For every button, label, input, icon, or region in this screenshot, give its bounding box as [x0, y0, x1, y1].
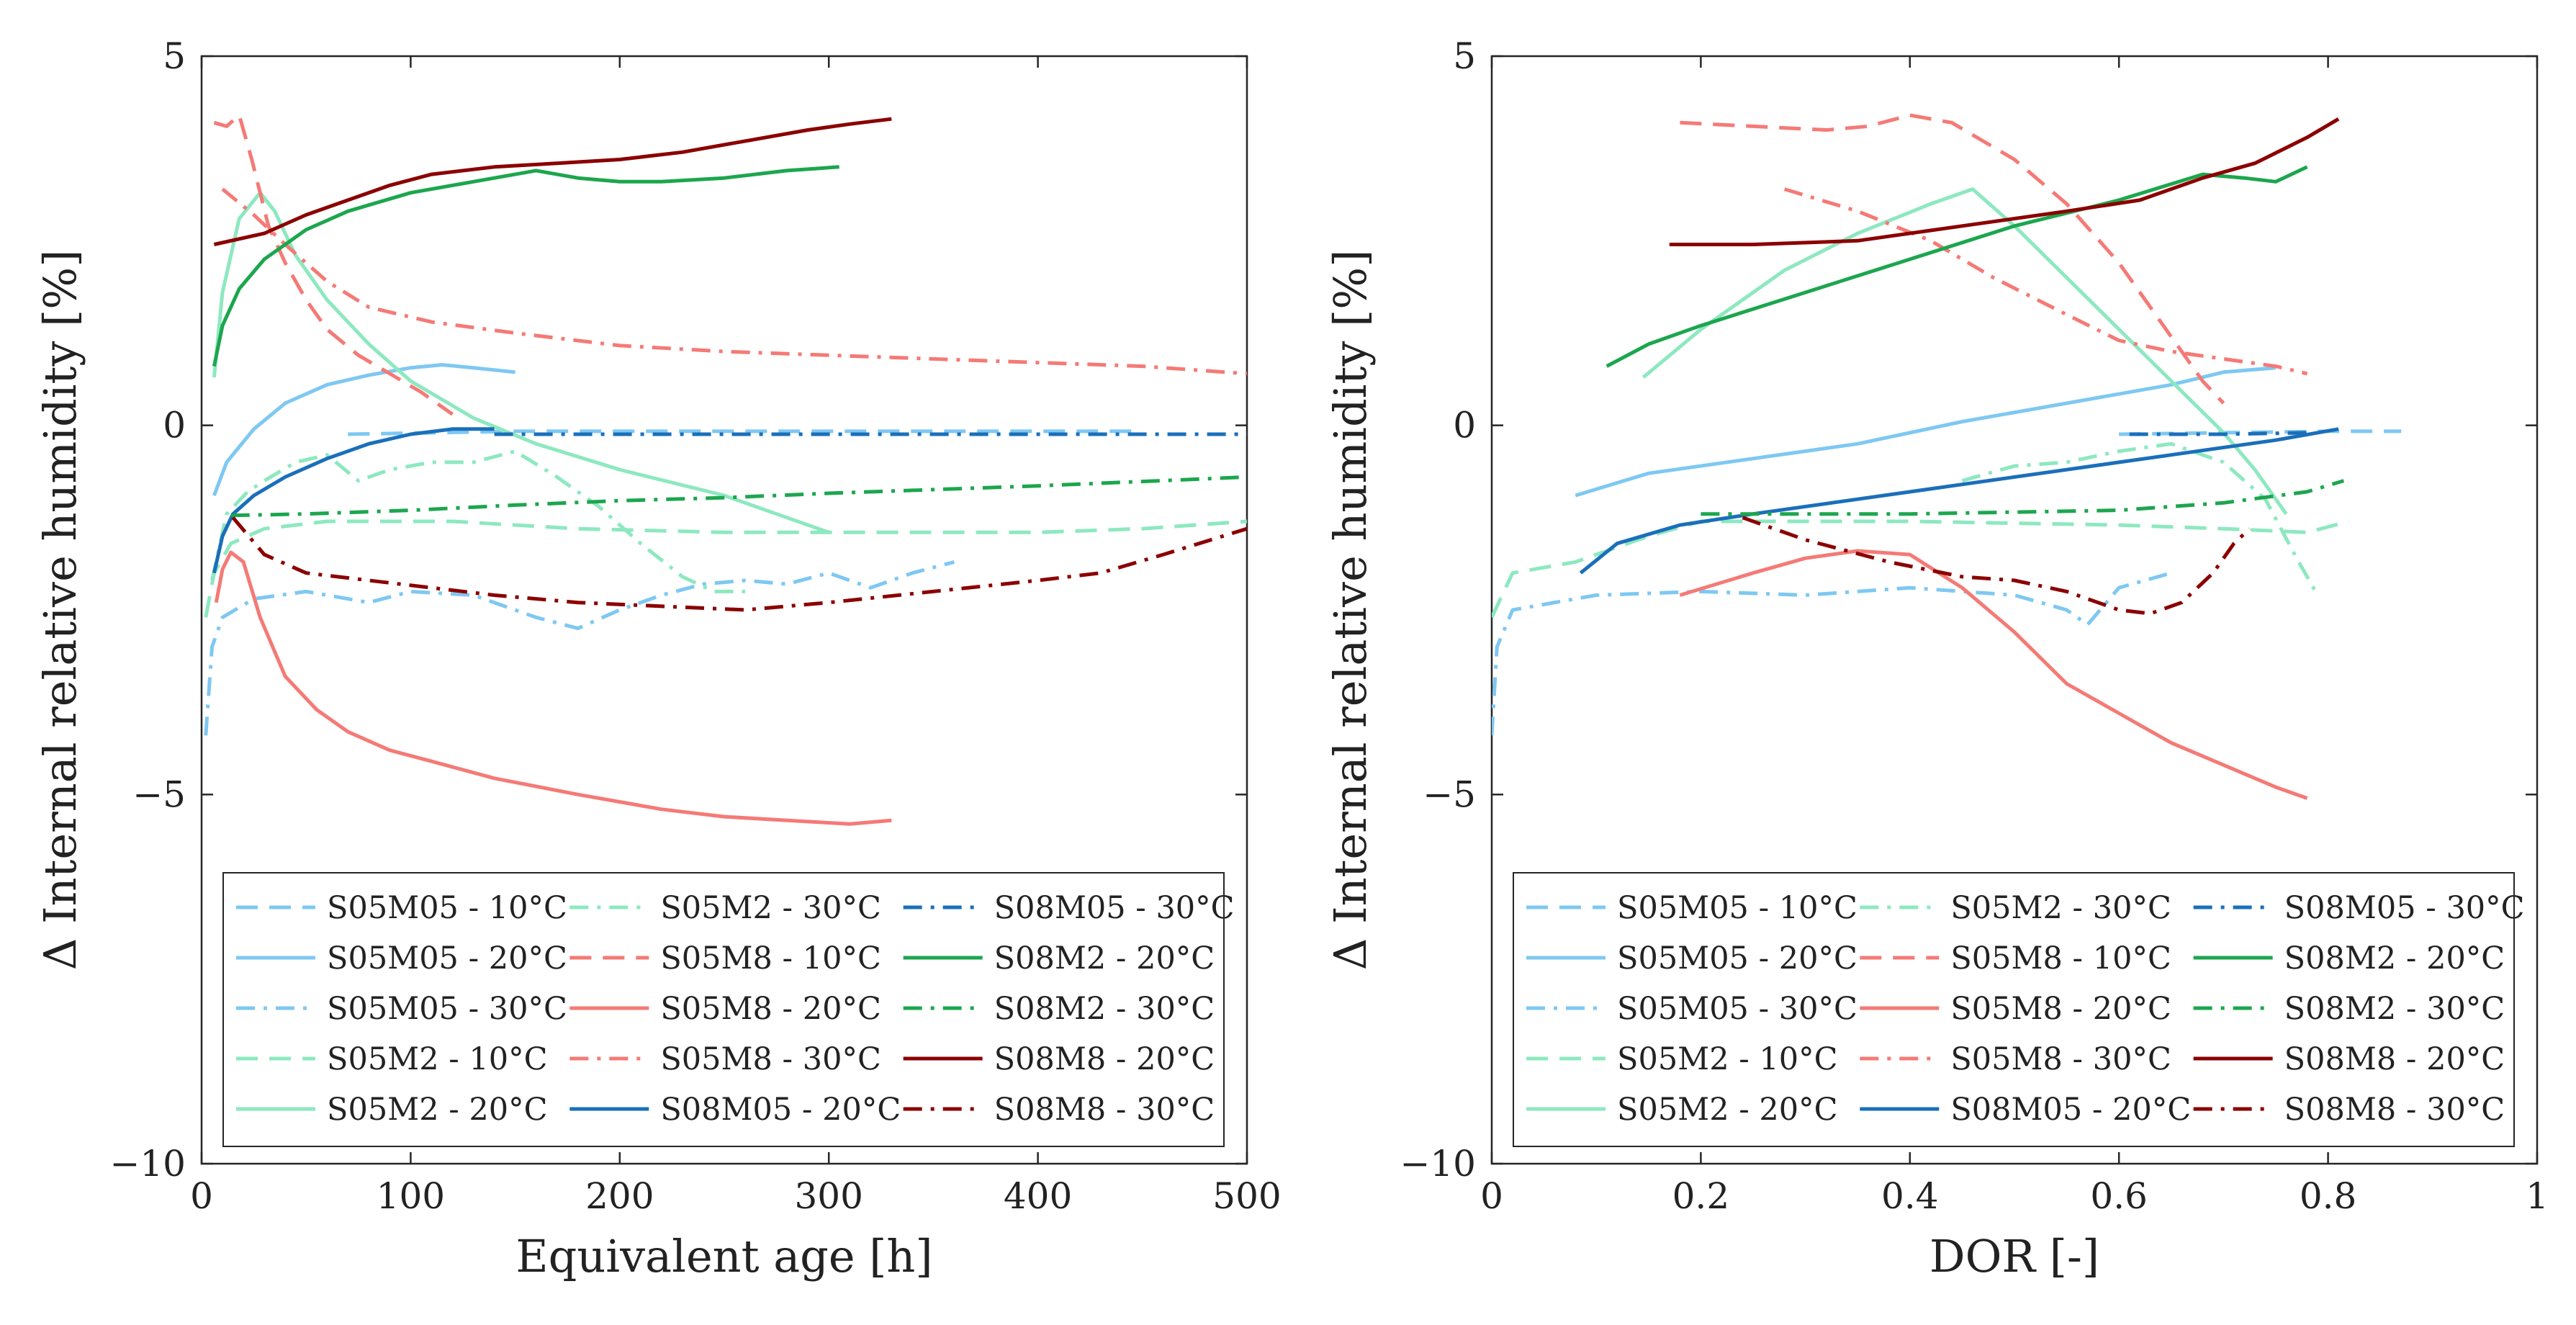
- y-tick-label: −10: [109, 1143, 186, 1185]
- series-line-s08m05-30-c: [2129, 431, 2307, 436]
- legend-entry-label: S05M8 - 20°C: [1950, 991, 2171, 1027]
- series-line-s05m05-20-c: [212, 363, 515, 496]
- series-line-s05m05-30-c: [204, 560, 955, 736]
- legend-entry-label: S05M2 - 10°C: [327, 1041, 548, 1077]
- legend-entry-label: S08M2 - 20°C: [994, 940, 1215, 976]
- y-tick-label: −10: [1400, 1143, 1476, 1185]
- legend-entry-label: S08M8 - 30°C: [2284, 1092, 2505, 1128]
- series-lines: [1492, 113, 2402, 800]
- x-tick-label: 0.2: [1672, 1175, 1730, 1217]
- legend-entry-label: S08M2 - 30°C: [994, 991, 1215, 1027]
- legend-entry-label: S05M05 - 10°C: [1617, 890, 1857, 926]
- legend-entry-label: S05M2 - 30°C: [1950, 890, 2171, 926]
- series-line-s08m2-30-c: [1701, 479, 2345, 516]
- series-line-s05m8-20-c: [214, 550, 892, 826]
- legend-entry-label: S08M05 - 20°C: [1950, 1092, 2191, 1128]
- series-lines: [204, 113, 1247, 826]
- x-tick-label: 400: [1004, 1175, 1072, 1217]
- series-line-s05m8-10-c: [1680, 113, 2225, 405]
- series-line-s05m2-10-c: [1492, 519, 2350, 619]
- y-tick-label: −5: [132, 773, 186, 815]
- x-tick-label: 300: [794, 1175, 863, 1217]
- x-tick-label: 200: [585, 1175, 654, 1217]
- series-line-s08m8-20-c: [1669, 117, 2340, 246]
- series-line-s05m8-30-c: [221, 187, 1247, 376]
- legend-entry-label: S08M2 - 20°C: [2284, 940, 2505, 976]
- x-axis-label: Equivalent age [h]: [515, 1230, 932, 1283]
- legend-box: [1513, 872, 2515, 1147]
- series-line-s05m05-30-c: [1492, 571, 2172, 736]
- legend-entry-label: S08M05 - 20°C: [660, 1092, 901, 1128]
- legend: S05M05 - 10°C S05M05 - 20°C S05M05 - 30°C S…: [1513, 872, 2525, 1147]
- legend-entry-label: S05M2 - 20°C: [327, 1092, 548, 1128]
- series-line-s08m05-20-c: [212, 427, 495, 574]
- series-line-s05m2-30-c: [210, 449, 745, 593]
- legend-entry-label: S05M8 - 20°C: [660, 991, 881, 1027]
- legend-entry-label: S05M8 - 30°C: [660, 1041, 881, 1077]
- legend-entry-label: S05M05 - 30°C: [327, 991, 567, 1027]
- series-line-s08m2-30-c: [230, 475, 1247, 518]
- y-axis-label: Δ Internal relative humidity [%]: [34, 250, 86, 971]
- legend-entry-label: S08M05 - 30°C: [2284, 890, 2525, 926]
- x-tick-label: 0: [1480, 1175, 1503, 1217]
- series-line-s08m8-30-c: [1742, 516, 2251, 616]
- legend-entry-label: S05M05 - 30°C: [1617, 991, 1857, 1027]
- series-line-s05m2-20-c: [212, 191, 830, 534]
- series-line-s08m05-20-c: [1579, 427, 2339, 575]
- legend-entry-label: S05M05 - 20°C: [1617, 940, 1857, 976]
- y-tick-label: 0: [1453, 405, 1476, 446]
- series-line-s08m2-20-c: [1606, 165, 2308, 368]
- series-line-s05m8-20-c: [1679, 549, 2308, 800]
- y-tick-label: 5: [163, 35, 186, 77]
- series-line-s08m8-30-c: [231, 516, 1247, 612]
- legend-entry-label: S05M8 - 30°C: [1950, 1041, 2171, 1077]
- legend-entry-label: S08M8 - 30°C: [994, 1092, 1215, 1128]
- x-tick-label: 1: [2526, 1175, 2549, 1217]
- x-tick-label: 0.6: [2090, 1175, 2148, 1217]
- x-axis-label: DOR [-]: [1929, 1230, 2099, 1283]
- x-tick-label: 0.8: [2300, 1175, 2357, 1217]
- series-line-s05m05-20-c: [1575, 366, 2276, 498]
- y-tick-label: 5: [1453, 35, 1476, 77]
- legend-entry-label: S05M2 - 30°C: [660, 890, 881, 926]
- legend-entry-label: S08M8 - 20°C: [994, 1041, 1215, 1077]
- series-line-s08m2-20-c: [212, 165, 839, 367]
- legend-box: [222, 872, 1225, 1147]
- y-tick-label: −5: [1423, 773, 1476, 815]
- legend-entry-label: S05M8 - 10°C: [660, 940, 881, 976]
- chart-1: 0 100 200 300 400 500 5 0 −5 −10 Equivalent age [h…: [34, 35, 1282, 1283]
- series-line-s05m05-10-c: [348, 429, 1143, 436]
- y-axis-label: Δ Internal relative humidity [%]: [1324, 250, 1377, 971]
- legend-entry-label: S08M05 - 30°C: [994, 890, 1235, 926]
- legend-entry-label: S05M05 - 10°C: [327, 890, 567, 926]
- legend-entry-label: S05M2 - 10°C: [1617, 1041, 1838, 1077]
- x-tick-label: 500: [1212, 1175, 1281, 1217]
- legend-entry-label: S05M05 - 20°C: [327, 940, 567, 976]
- series-line-s05m2-10-c: [204, 519, 1247, 618]
- series-line-s08m8-20-c: [213, 117, 892, 246]
- legend-entry-label: S05M8 - 10°C: [1950, 940, 2171, 976]
- y-tick-label: 0: [163, 405, 186, 446]
- x-tick-label: 0.4: [1881, 1175, 1939, 1217]
- legend-entry-label: S08M8 - 20°C: [2284, 1041, 2505, 1077]
- legend-entry-label: S08M2 - 30°C: [2284, 991, 2505, 1027]
- series-line-s05m2-30-c: [1961, 441, 2320, 596]
- legend: S05M05 - 10°C S05M05 - 20°C S05M05 - 30°C S…: [222, 872, 1235, 1147]
- legend-entry-label: S05M2 - 20°C: [1617, 1092, 1838, 1128]
- chart-2: 0 0.2 0.4 0.6 0.8 1 5 0 −5 −10 DOR [-] Δ Internal r…: [1324, 35, 2549, 1283]
- series-line-s05m8-10-c: [213, 113, 454, 416]
- x-tick-label: 100: [377, 1175, 445, 1217]
- x-tick-label: 0: [190, 1175, 213, 1217]
